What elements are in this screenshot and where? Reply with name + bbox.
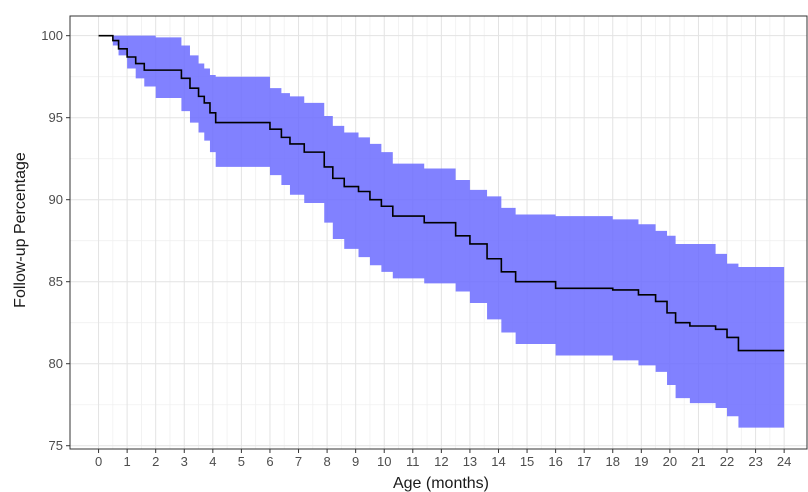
x-tick-label: 17 — [577, 454, 591, 469]
x-tick-label: 22 — [720, 454, 734, 469]
y-tick-label: 90 — [49, 192, 63, 207]
x-tick-label: 18 — [606, 454, 620, 469]
x-tick-label: 16 — [548, 454, 562, 469]
x-tick-label: 20 — [663, 454, 677, 469]
x-tick-label: 1 — [124, 454, 131, 469]
x-tick-label: 13 — [463, 454, 477, 469]
confidence-band-area — [98, 35, 785, 428]
y-tick-label: 100 — [41, 28, 63, 43]
x-axis: 0 1 2 3 4 5 6 7 8 9 10 11 12 13 14 15 16 17 18 19 20 21 22 23 24 — [95, 449, 791, 469]
x-tick-label: 11 — [406, 454, 420, 469]
x-tick-label: 3 — [181, 454, 188, 469]
x-tick-label: 9 — [352, 454, 359, 469]
x-tick-label: 10 — [377, 454, 391, 469]
x-tick-label: 21 — [691, 454, 705, 469]
y-tick-label: 75 — [49, 438, 63, 453]
survival-curve — [98, 34, 785, 352]
y-axis: 75 80 85 90 95 100 — [41, 28, 70, 453]
confidence-band — [98, 35, 785, 428]
x-tick-label: 15 — [520, 454, 534, 469]
x-tick-label: 5 — [238, 454, 245, 469]
x-tick-label: 23 — [748, 454, 762, 469]
x-tick-label: 12 — [434, 454, 448, 469]
panel-frame — [69, 15, 808, 450]
panel-border — [69, 15, 808, 450]
x-tick-label: 24 — [777, 454, 791, 469]
x-tick-label: 0 — [95, 454, 102, 469]
x-tick-label: 6 — [266, 454, 273, 469]
x-axis-title: Age (months) — [393, 475, 489, 492]
x-tick-label: 14 — [491, 454, 505, 469]
survival-step-line — [98, 34, 785, 352]
y-tick-label: 80 — [49, 356, 63, 371]
x-tick-label: 8 — [323, 454, 330, 469]
x-tick-label: 4 — [209, 454, 216, 469]
x-tick-label: 19 — [634, 454, 648, 469]
y-tick-label: 95 — [49, 110, 63, 125]
x-tick-label: 7 — [295, 454, 302, 469]
y-tick-label: 85 — [49, 274, 63, 289]
x-tick-label: 2 — [152, 454, 159, 469]
y-axis-title: Follow-up Percentage — [12, 152, 29, 308]
